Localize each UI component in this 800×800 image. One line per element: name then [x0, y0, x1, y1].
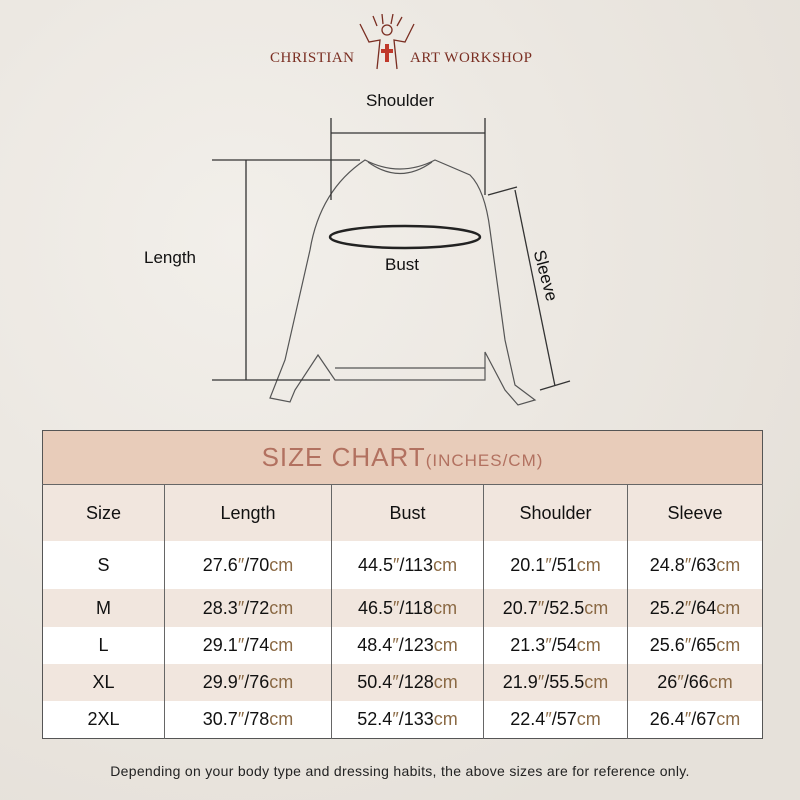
brand-left: CHRISTIAN [270, 50, 355, 66]
cell-sleeve: 26″/66cm [627, 664, 763, 701]
header-sleeve: Sleeve [627, 484, 763, 541]
cell-bust: 48.4″/123cm [331, 627, 484, 664]
cell-length: 29.9″/76cm [164, 664, 332, 701]
table-row: M 28.3″/72cm 46.5″/118cm 20.7″/52.5cm 25.2″/… [42, 589, 763, 627]
brand-logo: CHRISTIAN ART WORKSHOP [0, 14, 800, 74]
cell-sleeve: 26.4″/67cm [627, 701, 763, 738]
cell-bust: 50.4″/128cm [331, 664, 484, 701]
jesus-cross-icon [359, 14, 415, 70]
sweater-diagram [212, 118, 571, 406]
cell-shoulder: 20.7″/52.5cm [483, 589, 628, 627]
table-row: 2XL 30.7″/78cm 52.4″/133cm 22.4″/57cm 26.4″/… [42, 701, 763, 738]
cell-shoulder: 21.9″/55.5cm [483, 664, 628, 701]
header-shoulder: Shoulder [483, 484, 628, 541]
cell-length: 29.1″/74cm [164, 627, 332, 664]
cell-sleeve: 24.8″/63cm [627, 541, 763, 589]
cell-bust: 44.5″/113cm [331, 541, 484, 589]
cell-size: M [42, 589, 165, 627]
brand-right: ART WORKSHOP [410, 50, 533, 66]
cell-size: L [42, 627, 165, 664]
table-row: XL 29.9″/76cm 50.4″/128cm 21.9″/55.5cm 26″/6… [42, 664, 763, 701]
header-bust: Bust [331, 484, 484, 541]
shoulder-label: Shoulder [366, 91, 435, 110]
cell-bust: 46.5″/118cm [331, 589, 484, 627]
cell-shoulder: 20.1″/51cm [483, 541, 628, 589]
cell-shoulder: 21.3″/54cm [483, 627, 628, 664]
cell-shoulder: 22.4″/57cm [483, 701, 628, 738]
cell-length: 27.6″/70cm [164, 541, 332, 589]
cell-sleeve: 25.6″/65cm [627, 627, 763, 664]
table-row: S 27.6″/70cm 44.5″/113cm 20.1″/51cm 24.8″/63… [42, 541, 763, 589]
sweater-outline [269, 159, 537, 406]
size-chart-table: SIZE CHART(INCHES/CM) Size Length Bust S… [42, 430, 763, 739]
header-length: Length [164, 484, 332, 541]
shoulder-measure [330, 118, 486, 200]
cell-size: S [42, 541, 165, 589]
table-row: L 29.1″/74cm 48.4″/123cm 21.3″/54cm 25.6″/65… [42, 627, 763, 664]
length-measure [212, 159, 360, 381]
bust-line [328, 224, 482, 250]
cell-length: 30.7″/78cm [164, 701, 332, 738]
sleeve-measure [487, 186, 571, 391]
cell-length: 28.3″/72cm [164, 589, 332, 627]
header-row: Size Length Bust Shoulder Sleeve [42, 484, 763, 541]
cell-size: XL [42, 664, 165, 701]
reference-note: Depending on your body type and dressing… [110, 763, 690, 779]
table-title: SIZE CHART(INCHES/CM) [42, 430, 763, 485]
header-size: Size [42, 484, 165, 541]
length-label: Length [144, 248, 196, 267]
cell-bust: 52.4″/133cm [331, 701, 484, 738]
cell-size: 2XL [42, 701, 165, 738]
bust-label: Bust [385, 255, 420, 274]
cell-sleeve: 25.2″/64cm [627, 589, 763, 627]
